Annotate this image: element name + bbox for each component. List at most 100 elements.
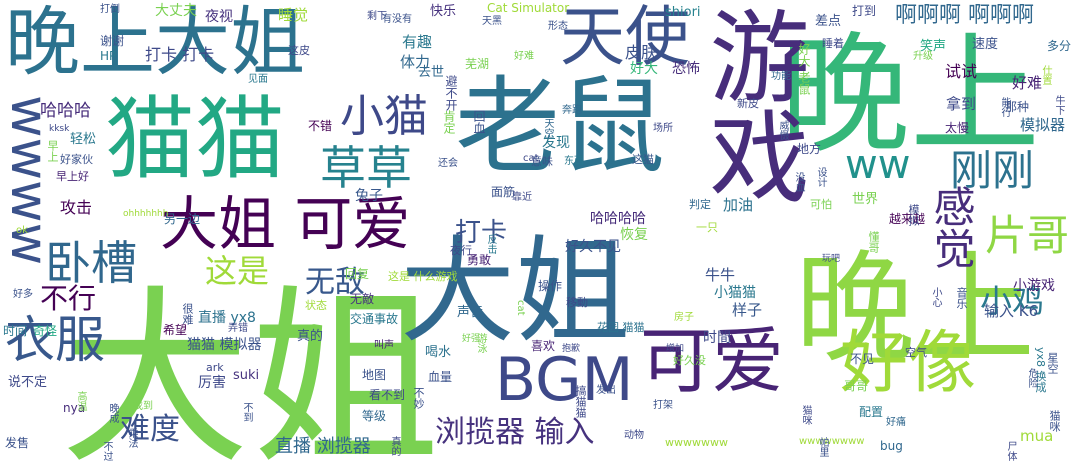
cloud-word: 哈哈哈哈 (590, 211, 646, 227)
cloud-word-vertical: 模拟 (907, 204, 920, 226)
cloud-word: cat (523, 153, 539, 164)
cloud-word-vertical: 威慑 (777, 120, 788, 140)
cloud-word: 草草 (320, 141, 412, 195)
cloud-word: 浏揽器 输入 (435, 415, 595, 450)
cloud-word: 哈哈哈 (40, 101, 91, 121)
cloud-word-vertical: 反击 (485, 234, 496, 254)
cloud-word-vertical: 游泳 (475, 333, 486, 353)
cloud-word: 发现 (542, 135, 570, 151)
cloud-word: 时间 (3, 324, 28, 338)
cloud-word: mua (1020, 427, 1054, 445)
cloud-word: 好多 (13, 289, 33, 300)
cloud-word: 晚上 (780, 19, 1041, 171)
cloud-word-vertical: 不妙 (412, 387, 425, 409)
cloud-word: 打卡 (455, 218, 508, 248)
cloud-word-vertical: 没血 (793, 172, 804, 192)
cloud-word-vertical: 好大 老鼠 (797, 43, 811, 95)
cloud-word: 兔子 (355, 188, 383, 204)
cloud-word-vertical: 帕里 (817, 437, 828, 457)
cloud-word: 升级 (913, 51, 933, 62)
cloud-word: 时間 (703, 330, 731, 346)
cloud-word-vertical: 不过 (101, 441, 112, 461)
cloud-word: 这是 什么游戏 (388, 270, 458, 283)
cloud-word: 好难 (514, 51, 534, 62)
cloud-word: 笑声 (920, 39, 947, 54)
cloud-word: 房子 (674, 312, 694, 323)
cloud-word-vertical: 肯定 (442, 110, 456, 134)
cloud-word: ok (16, 225, 28, 236)
cloud-word: 功能 (771, 71, 791, 82)
cloud-word: 回复 (345, 267, 370, 281)
cloud-word-vertical: 避不开 (444, 75, 458, 111)
cloud-word-vertical: 危险 (1026, 368, 1037, 388)
cloud-word: 打架 (653, 400, 673, 411)
cloud-word: 啊啊啊 啊啊啊 (895, 3, 1034, 28)
cloud-word: 好家伙 (60, 153, 93, 166)
cloud-word-vertical: 懂哥 (867, 231, 880, 253)
cloud-word: 输入 K6 (984, 302, 1039, 320)
cloud-word: 看不到 (369, 388, 406, 402)
cloud-word: 衣服 (5, 311, 105, 369)
cloud-word-vertical: 音乐 (955, 287, 968, 309)
cloud-word: 夜视 (205, 9, 233, 25)
cloud-word: 抱歉 (562, 344, 581, 354)
cloud-word: 这猫 (632, 153, 654, 166)
cloud-word: 样子 (732, 301, 763, 319)
cloud-word: 皮肤 (625, 43, 658, 62)
cloud-word: kksk (49, 124, 70, 134)
cloud-word: 地图 (362, 368, 387, 382)
cloud-word: 睡着 (822, 37, 844, 50)
cloud-word-vertical: 星空 (1046, 352, 1059, 374)
cloud-word: 说不定 (8, 375, 48, 390)
cloud-word: 好久没 (673, 354, 706, 367)
cloud-word: 难度 (120, 412, 180, 447)
cloud-word: 大丈夫 (155, 3, 197, 19)
cloud-word: 判定 (689, 198, 711, 211)
cloud-word: 可爱 (640, 319, 785, 403)
cloud-word: 试试 (945, 62, 978, 81)
cloud-word: 好大 (630, 61, 658, 77)
cloud-word: 好久不见 (565, 239, 621, 255)
cloud-word: 新皮 (737, 97, 759, 110)
cloud-word: 不行 (40, 282, 97, 315)
cloud-word: 睡觉 (278, 6, 309, 24)
cloud-word: 小鸡 (980, 282, 1045, 320)
cloud-word: 花园 猫猫 (597, 321, 645, 334)
cloud-word: 早上好 (56, 170, 89, 183)
cloud-word: 晚上大姐 (5, 0, 306, 86)
cloud-word: 可怕 (810, 198, 832, 211)
cloud-word: 不见 (850, 352, 875, 366)
cloud-word-vertical: 牛下 (1053, 95, 1064, 115)
cloud-word: 有没有 (382, 14, 412, 25)
cloud-word: 晚上 (795, 240, 1035, 379)
cloud-word: 见面 (248, 74, 268, 85)
cloud-word: 声音 (457, 305, 484, 320)
cloud-word: 发售 (5, 436, 30, 450)
cloud-word: 找到 (133, 401, 153, 412)
cloud-word: 喝水 (425, 345, 452, 360)
cloud-word: 攻击 (60, 198, 93, 217)
cloud-word: 好像 (840, 324, 977, 403)
cloud-word: 叫声 (374, 340, 394, 351)
cloud-word: 小猫 (340, 91, 428, 142)
cloud-word: 大姐 (400, 225, 631, 359)
cloud-word: 面筋 (491, 185, 516, 199)
cloud-word-vertical: 尸体 (1005, 441, 1016, 461)
cloud-word: 恐怖 (672, 61, 700, 77)
cloud-word: 直播 浏揽器 (275, 436, 371, 457)
cloud-word-vertical: 天空 (542, 118, 553, 138)
cloud-word: 无敵 (350, 292, 375, 306)
cloud-word: 这是 (205, 252, 270, 290)
cloud-word-vertical: 晚成 (107, 403, 118, 423)
cloud-word: shiori (665, 5, 701, 20)
cloud-word: 形态 (548, 21, 568, 32)
cloud-word-vertical: 设计 (815, 167, 826, 187)
cloud-word: 太慢 (945, 121, 970, 135)
cloud-word: 希望 (163, 323, 188, 337)
cloud-word: 大姐 (60, 269, 441, 463)
cloud-word: 等级 (362, 409, 387, 423)
cloud-word: 动物 (624, 430, 644, 441)
cloud-word: 移動 (566, 296, 588, 309)
cloud-word: 好痛 (886, 417, 906, 428)
